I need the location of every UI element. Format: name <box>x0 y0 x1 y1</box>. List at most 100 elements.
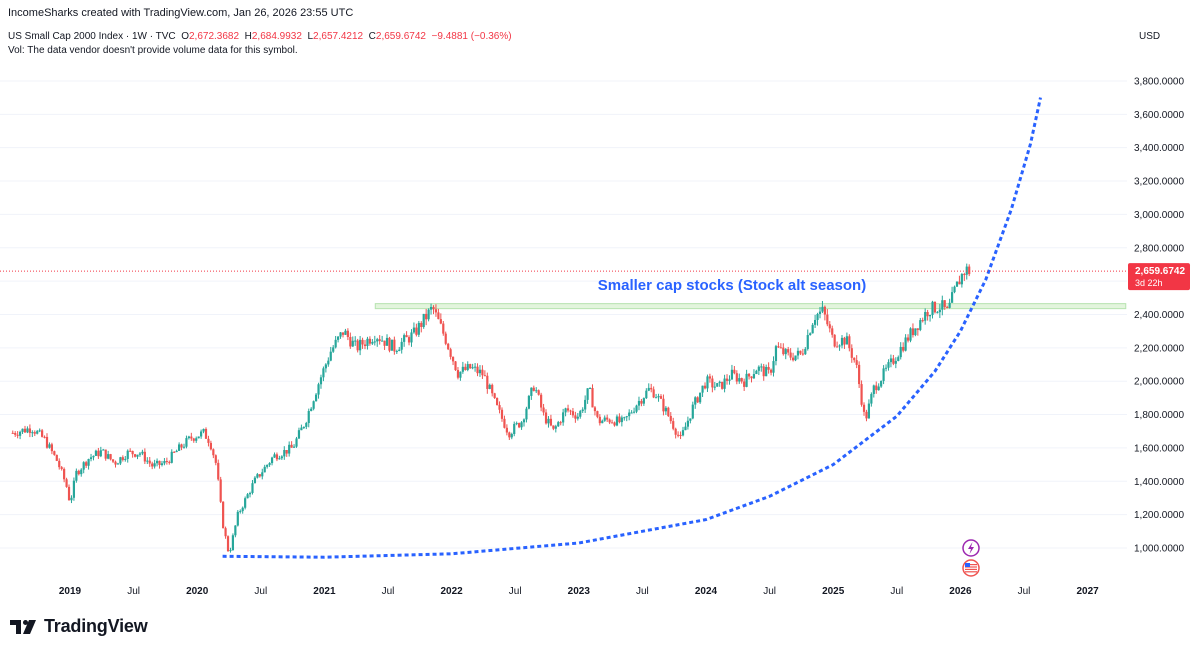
candle-body <box>307 411 310 424</box>
candle-body <box>635 405 638 412</box>
candle-body <box>593 407 597 412</box>
candle-body <box>119 457 122 464</box>
candle-body <box>158 460 161 465</box>
candle-body <box>581 409 584 412</box>
candle-body <box>911 328 915 336</box>
y-tick-label: 1,000.0000 <box>1134 544 1184 555</box>
candle-body <box>385 337 389 346</box>
candle-body <box>302 426 305 428</box>
candle-body <box>50 444 53 452</box>
candle-body <box>290 444 293 448</box>
candle-body <box>811 324 814 334</box>
y-tick-label: 2,200.0000 <box>1134 343 1184 354</box>
candle-body <box>650 387 653 390</box>
candle-body <box>486 375 489 389</box>
candle-body <box>941 300 944 310</box>
candle-body <box>393 339 396 352</box>
candle-body <box>960 274 963 285</box>
x-tick-label: Jul <box>382 586 395 597</box>
chart-credit: IncomeSharks created with TradingView.co… <box>8 7 354 19</box>
candle-body <box>953 286 956 293</box>
candle-body <box>388 337 391 351</box>
candle-body <box>865 411 868 419</box>
candle-body <box>23 428 27 433</box>
candle-body <box>363 344 367 346</box>
candle-body <box>924 312 927 321</box>
candle-body <box>11 432 14 434</box>
candle-body <box>55 454 58 461</box>
candle-body <box>295 438 298 447</box>
candle-body <box>718 381 721 384</box>
x-tick-label: Jul <box>254 586 267 597</box>
candle-body <box>327 360 330 365</box>
candle-body <box>346 330 349 337</box>
candle-body <box>669 415 672 422</box>
candle-body <box>659 396 663 399</box>
candle-body <box>85 462 88 466</box>
candle-body <box>586 388 589 400</box>
candle-body <box>787 349 790 353</box>
lightning-bolt <box>968 542 974 554</box>
y-tick-label: 1,200.0000 <box>1134 510 1184 521</box>
candle-body <box>270 457 274 464</box>
candle-body <box>63 468 66 480</box>
candle-body <box>495 397 499 406</box>
candle-body <box>946 306 949 308</box>
candle-body <box>914 328 917 336</box>
candle-body <box>339 332 342 337</box>
candle-body <box>405 335 408 338</box>
candle-body <box>390 339 394 351</box>
currency-label[interactable]: USD <box>1139 31 1161 42</box>
candle-body <box>268 463 271 465</box>
candle-body <box>82 462 85 470</box>
candle-body <box>618 416 621 423</box>
candle-body <box>432 306 435 310</box>
candle-body <box>552 425 555 429</box>
tradingview-brand[interactable]: TradingView <box>10 616 148 637</box>
candle-body <box>769 369 773 373</box>
candle-body <box>694 397 697 405</box>
candle-body <box>111 459 115 462</box>
candle-body <box>124 458 127 460</box>
candle-body <box>334 339 337 348</box>
candle-body <box>928 315 932 317</box>
candle-body <box>681 430 685 436</box>
candle-body <box>36 431 39 434</box>
candle-body <box>535 390 538 392</box>
candle-body <box>703 385 707 389</box>
candle-body <box>706 376 709 389</box>
candle-body <box>628 412 631 417</box>
candle-body <box>875 385 878 391</box>
candle-body <box>672 421 675 429</box>
candle-body <box>549 418 553 426</box>
candle-body <box>351 340 354 347</box>
candle-body <box>867 403 871 419</box>
x-tick-label: Jul <box>890 586 903 597</box>
candle-body <box>708 376 712 379</box>
candle-body <box>767 366 770 370</box>
candle-body <box>601 420 604 424</box>
candle-body <box>336 336 340 340</box>
candle-body <box>246 494 249 499</box>
candle-body <box>341 332 345 335</box>
candle-body <box>921 320 924 322</box>
candle-body <box>735 373 738 382</box>
candle-body <box>840 337 844 346</box>
tradingview-logo-icon <box>10 619 36 634</box>
x-tick-label: 2021 <box>313 586 336 597</box>
candle-body <box>148 460 151 464</box>
candle-body <box>305 423 308 427</box>
candle-body <box>652 389 655 398</box>
candle-body <box>765 366 768 377</box>
candle-body <box>314 394 318 402</box>
y-tick-label: 2,800.0000 <box>1134 243 1184 254</box>
candle-body <box>884 367 888 369</box>
candle-body <box>456 370 460 378</box>
candle-body <box>684 426 687 431</box>
candle-body <box>894 360 897 364</box>
candle-body <box>429 306 433 310</box>
candle-body <box>870 394 873 404</box>
candle-body <box>92 455 95 458</box>
candle-body <box>640 400 643 404</box>
